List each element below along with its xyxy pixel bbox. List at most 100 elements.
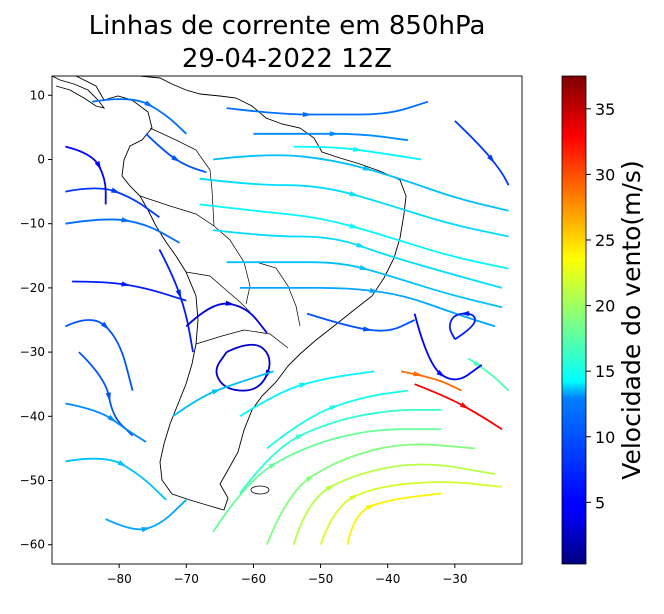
streamline-arrow-37 — [436, 369, 446, 378]
streamline-13 — [215, 343, 271, 392]
streamline-arrow-35 — [487, 154, 495, 164]
streamline-arrow-36 — [459, 311, 470, 317]
chart-subtitle: 29-04-2022 12Z — [182, 44, 392, 74]
colorbar-tick-label: 25 — [595, 231, 615, 250]
x-tick-label: −40 — [375, 572, 400, 586]
coastline-south-america — [75, 76, 407, 511]
streamline-arrow-17 — [295, 433, 305, 440]
streamline-9 — [92, 98, 187, 135]
streamline-arrow-20 — [325, 484, 336, 492]
streamline-16 — [266, 389, 409, 450]
y-tick-label: −20 — [20, 281, 45, 295]
streamline-19 — [266, 443, 476, 546]
y-tick-label: −30 — [20, 345, 45, 359]
colorbar-tick-label: 10 — [595, 428, 615, 447]
falkland-islands — [250, 485, 270, 495]
streamline-23 — [414, 383, 503, 430]
colorbar-tick-label: 15 — [595, 362, 615, 381]
streamline-8 — [105, 499, 187, 531]
streamline-arrow-18 — [268, 461, 278, 469]
streamline-arrow-0 — [121, 217, 131, 223]
streamline-arrow-7 — [117, 460, 127, 467]
coastline-central-america — [52, 76, 106, 109]
streamline-arrow-21 — [349, 494, 359, 501]
y-tick-label: −10 — [20, 217, 45, 231]
streamline-4 — [65, 319, 134, 391]
streamline-20 — [292, 463, 496, 545]
streamline-12 — [185, 302, 268, 334]
streamline-arrow-4 — [100, 321, 110, 330]
streamline-2 — [65, 145, 107, 205]
y-tick-label: −50 — [20, 474, 45, 488]
colorbar-tick-label: 35 — [595, 100, 615, 119]
streamline-38 — [306, 312, 415, 332]
streamline-arrow-12 — [225, 300, 235, 306]
y-tick-label: 0 — [37, 152, 45, 166]
streamline-arrow-3 — [121, 281, 131, 287]
streamline-arrow-11 — [175, 289, 182, 300]
y-tick-label: −40 — [20, 409, 45, 423]
streamline-29 — [212, 229, 503, 289]
x-tick-label: −60 — [241, 572, 266, 586]
streamline-5 — [78, 351, 134, 437]
streamline-37 — [413, 313, 483, 381]
plot-area: −80 −70 −60 −50 −40 −30 10 0 −10 −20 −30 −40 −50 −60 — [20, 75, 523, 586]
streamline-arrow-34 — [352, 146, 363, 152]
chart-title: Linhas de corrente em 850hPa — [89, 11, 486, 41]
streamline-arrow-29 — [355, 242, 366, 248]
streamline-arrow-30 — [359, 265, 370, 270]
y-axis: 10 0 −10 −20 −30 −40 −50 −60 — [20, 88, 52, 552]
streamline-17 — [239, 409, 442, 494]
streamline-7 — [65, 457, 167, 501]
colorbar-label: Velocidade do vento(m/s) — [617, 160, 646, 479]
streamline-10 — [145, 133, 207, 174]
streamline-25 — [467, 357, 510, 392]
streamline-arrow-14 — [211, 388, 222, 395]
streamline-31 — [239, 286, 496, 328]
x-tick-label: −30 — [442, 572, 467, 586]
streamline-0 — [65, 218, 181, 244]
streamline-arrow-24 — [413, 371, 423, 377]
streamline-15 — [239, 370, 375, 418]
streamline-arrow-9 — [144, 100, 154, 108]
streamline-arrow-10 — [171, 154, 181, 163]
streamline-22 — [346, 492, 442, 545]
streamline-arrow-2 — [94, 160, 102, 171]
streamline-arrow-31 — [369, 288, 380, 294]
streamline-11 — [158, 248, 194, 353]
streamline-arrow-19 — [305, 474, 315, 482]
colorbar-tick-label: 20 — [595, 297, 615, 316]
streamline-arrow-23 — [459, 402, 470, 410]
streamline-36 — [448, 312, 476, 341]
streamlines-layer — [65, 98, 510, 546]
streamline-18 — [212, 428, 442, 533]
streamline-arrow-32 — [329, 131, 339, 137]
x-axis: −80 −70 −60 −50 −40 −30 — [106, 564, 468, 586]
colorbar-ticks: 5 10 15 20 25 30 35 — [586, 100, 615, 512]
colorbar-gradient — [561, 75, 587, 565]
streamline-arrow-1 — [110, 187, 121, 194]
streamline-21 — [319, 481, 502, 545]
colorbar-tick-label: 5 — [595, 493, 605, 512]
streamline-28 — [199, 203, 509, 270]
y-tick-label: 10 — [30, 88, 45, 102]
x-tick-label: −70 — [174, 572, 199, 586]
country-borders — [139, 127, 301, 349]
streamline-6 — [65, 402, 147, 443]
streamline-arrow-16 — [329, 404, 339, 411]
streamline-arrow-38 — [362, 326, 373, 332]
streamline-33 — [226, 100, 429, 116]
streamline-24 — [400, 370, 462, 392]
x-tick-label: −50 — [308, 572, 333, 586]
streamline-35 — [454, 120, 510, 186]
streamline-arrow-8 — [141, 527, 151, 533]
streamline-26 — [212, 154, 509, 212]
colorbar-tick-label: 30 — [595, 165, 615, 184]
streamline-arrow-28 — [349, 223, 359, 229]
streamline-arrow-15 — [298, 382, 309, 388]
streamline-3 — [72, 280, 187, 302]
y-tick-label: −60 — [20, 538, 45, 552]
streamline-arrow-26 — [362, 165, 373, 171]
streamline-arrow-33 — [302, 111, 313, 118]
